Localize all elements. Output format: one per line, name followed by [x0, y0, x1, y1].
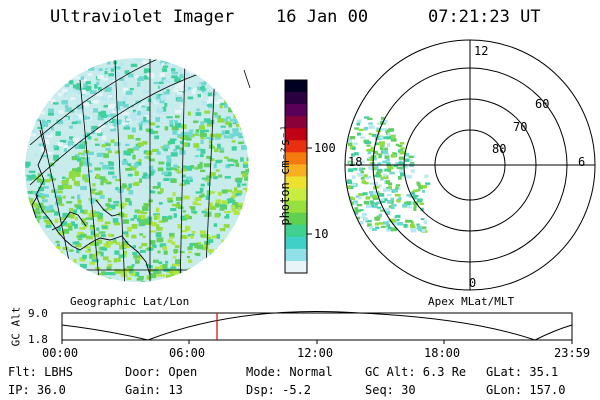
date-label: 16 Jan 00: [276, 7, 369, 27]
gc-alt-ytick-max: 9.0: [28, 307, 48, 320]
colorbar-label-10: 10: [314, 227, 329, 241]
colorbar-segment: [285, 80, 307, 93]
colorbar-segment: [285, 164, 307, 177]
gc-alt-curve: [61, 311, 573, 341]
colorbar-unit-label: photon cm⁻²s⁻¹: [278, 124, 292, 226]
gc-alt-xtick-2359: 23:59: [554, 346, 591, 360]
colorbar-segment: [285, 212, 307, 226]
polar-aurora-emission: [345, 116, 431, 233]
polar-panel-label: Apex MLat/MLT: [428, 295, 515, 308]
colorbar-segment: [285, 176, 307, 190]
status-seq: Seq: 30: [365, 383, 416, 397]
colorbar-segment: [285, 140, 307, 153]
colorbar-segment: [285, 260, 307, 274]
instrument-title: Ultraviolet Imager: [50, 7, 235, 27]
mlt-label-6: 6: [578, 155, 586, 169]
status-mode: Mode: Normal: [246, 365, 333, 379]
polar-image: [344, 39, 596, 291]
polar-grid: [344, 39, 596, 291]
status-gc-alt: GC Alt: 6.3 Re: [365, 365, 467, 379]
colorbar-segment: [285, 152, 307, 165]
status-flt: Flt: LBHS: [8, 365, 74, 379]
gc-alt-xtick-0600: 06:00: [169, 346, 206, 360]
status-door: Door: Open: [125, 365, 198, 379]
lat-label-80: 80: [492, 142, 507, 156]
lat-label-70: 70: [513, 120, 528, 134]
lat-label-60: 60: [535, 97, 550, 111]
colorbar-segment: [285, 248, 307, 262]
colorbar-label-100: 100: [314, 141, 336, 155]
gc-alt-ytick-min: 1.8: [28, 333, 48, 346]
gc-alt-xtick-1800: 18:00: [424, 346, 461, 360]
gc-alt-frame: [61, 312, 573, 341]
status-ip: IP: 36.0: [8, 383, 66, 397]
geo-aurora-emission: [25, 58, 249, 282]
mlt-label-18: 18: [348, 155, 363, 169]
gc-alt-xtick-0000: 00:00: [42, 346, 79, 360]
colorbar-segment: [285, 236, 307, 250]
colorbar-segment: [285, 188, 307, 202]
colorbar-segment: [285, 200, 307, 214]
mlt-label-12: 12: [474, 44, 489, 58]
gc-alt-ylabel: GC Alt: [9, 306, 23, 347]
colorbar: [285, 80, 307, 274]
time-label: 07:21:23 UT: [428, 7, 541, 27]
mlt-label-0: 0: [469, 276, 477, 290]
colorbar-segment: [285, 128, 307, 141]
colorbar-frame: [284, 79, 308, 274]
colorbar-segment: [285, 224, 307, 238]
status-glon: GLon: 157.0: [486, 383, 566, 397]
colorbar-segment: [285, 104, 307, 117]
colorbar-segment: [285, 92, 307, 105]
gc-alt-plot: [61, 311, 573, 344]
geographic-image: [25, 58, 249, 282]
status-dsp: Dsp: -5.2: [246, 383, 312, 397]
gc-alt-xtick-1200: 12:00: [297, 346, 334, 360]
geo-panel-label: Geographic Lat/Lon: [70, 295, 190, 308]
colorbar-segment: [285, 116, 307, 129]
status-glat: GLat: 35.1: [486, 365, 559, 379]
geo-limb-tick: [243, 69, 251, 89]
status-gain: Gain: 13: [125, 383, 183, 397]
